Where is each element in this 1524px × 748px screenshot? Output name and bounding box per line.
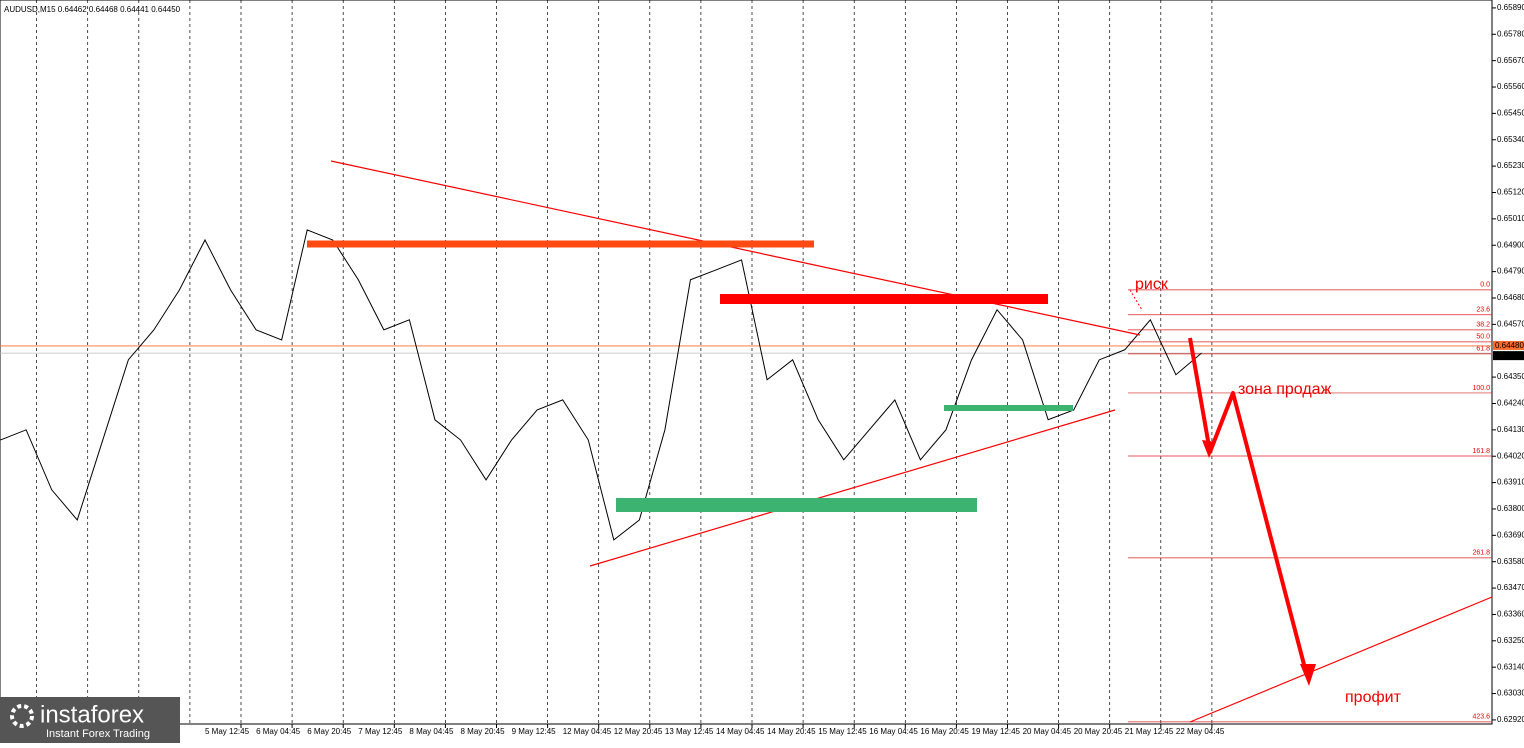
x-tick-label: 6 May 20:45 bbox=[307, 727, 352, 736]
x-tick-label: 7 May 12:45 bbox=[358, 727, 403, 736]
price-tag-label: 0.64480 bbox=[1495, 341, 1524, 350]
y-tick-label: 0.63030 bbox=[1497, 689, 1524, 698]
x-tick-label: 20 May 20:45 bbox=[1074, 727, 1123, 736]
forecast-arrow bbox=[1188, 337, 1309, 677]
fib-label: 161.8 bbox=[1472, 448, 1490, 455]
logo-box bbox=[0, 697, 180, 743]
x-tick-label: 12 May 04:45 bbox=[563, 727, 612, 736]
y-tick-label: 0.65340 bbox=[1497, 135, 1524, 144]
x-tick-label: 5 May 12:45 bbox=[205, 727, 250, 736]
fib-label: 50.0 bbox=[1476, 334, 1490, 341]
y-tick-label: 0.64790 bbox=[1497, 267, 1524, 276]
y-tick-label: 0.63360 bbox=[1497, 610, 1524, 619]
x-tick-label: 19 May 12:45 bbox=[972, 727, 1021, 736]
annotation: профит bbox=[1345, 689, 1402, 706]
x-tick-label: 20 May 04:45 bbox=[1023, 727, 1072, 736]
support-zone bbox=[616, 498, 977, 512]
x-tick-label: 14 May 04:45 bbox=[716, 727, 765, 736]
y-tick-label: 0.65010 bbox=[1497, 214, 1524, 223]
drawings bbox=[307, 160, 1493, 723]
y-tick-label: 0.62920 bbox=[1497, 715, 1524, 724]
fib-label: 38.2 bbox=[1476, 322, 1490, 329]
x-tick-label: 22 May 04:45 bbox=[1176, 727, 1225, 736]
fib-label: 261.8 bbox=[1472, 550, 1490, 557]
fib-label: 23.6 bbox=[1476, 307, 1490, 314]
x-tick-label: 6 May 04:45 bbox=[256, 727, 301, 736]
fib-label: 423.6 bbox=[1472, 714, 1490, 721]
y-tick-label: 0.64570 bbox=[1497, 319, 1524, 328]
x-tick-label: 14 May 20:45 bbox=[767, 727, 816, 736]
y-tick-label: 0.64020 bbox=[1497, 451, 1524, 460]
logo-name: instaforex bbox=[40, 701, 144, 728]
y-tick-label: 0.65560 bbox=[1497, 82, 1524, 91]
logo-tagline: Instant Forex Trading bbox=[46, 728, 150, 740]
y-tick-label: 0.64130 bbox=[1497, 425, 1524, 434]
y-tick-label: 0.63250 bbox=[1497, 636, 1524, 645]
y-tick-label: 0.65230 bbox=[1497, 161, 1524, 170]
price-line bbox=[0, 229, 1202, 541]
x-tick-label: 8 May 04:45 bbox=[409, 727, 454, 736]
annotation: зона продаж bbox=[1238, 381, 1332, 398]
y-tick-label: 0.63800 bbox=[1497, 504, 1524, 513]
y-tick-label: 0.65780 bbox=[1497, 29, 1524, 38]
price-tag-label: 0.64450 bbox=[1495, 351, 1524, 360]
y-tick-label: 0.65890 bbox=[1497, 3, 1524, 12]
x-tick-label: 9 May 12:45 bbox=[512, 727, 557, 736]
x-tick-label: 13 May 12:45 bbox=[665, 727, 714, 736]
trend-line bbox=[1189, 596, 1493, 723]
x-tick-label: 21 May 12:45 bbox=[1125, 727, 1174, 736]
x-tick-label: 15 May 12:45 bbox=[818, 727, 867, 736]
logo-icon bbox=[10, 704, 34, 728]
y-tick-label: 0.64900 bbox=[1497, 240, 1524, 249]
x-tick-label: 16 May 20:45 bbox=[920, 727, 969, 736]
trend-line bbox=[330, 160, 1141, 336]
x-tick-label: 8 May 20:45 bbox=[461, 727, 506, 736]
price-tag bbox=[1493, 351, 1524, 361]
arrow-head bbox=[1300, 664, 1316, 686]
y-tick-label: 0.63140 bbox=[1497, 662, 1524, 671]
y-tick-label: 0.63470 bbox=[1497, 583, 1524, 592]
y-tick-label: 0.65670 bbox=[1497, 56, 1524, 65]
y-tick-label: 0.63690 bbox=[1497, 530, 1524, 539]
fib-label: 0.0 bbox=[1480, 282, 1490, 289]
y-tick-label: 0.65450 bbox=[1497, 109, 1524, 118]
trend-line bbox=[589, 409, 1116, 567]
y-tick-label: 0.64240 bbox=[1497, 399, 1524, 408]
y-tick-label: 0.63580 bbox=[1497, 557, 1524, 566]
x-tick-label: 12 May 20:45 bbox=[614, 727, 663, 736]
x-tick-label: 16 May 04:45 bbox=[869, 727, 918, 736]
y-tick-label: 0.63910 bbox=[1497, 478, 1524, 487]
y-tick-label: 0.65120 bbox=[1497, 188, 1524, 197]
y-tick-label: 0.64350 bbox=[1497, 372, 1524, 381]
arrow-head bbox=[1202, 440, 1216, 458]
fib-label: 100.0 bbox=[1472, 385, 1490, 392]
plot-frame bbox=[0, 0, 1493, 725]
annotation: риск bbox=[1135, 276, 1169, 293]
chart-title: AUDUSD,M15 0.64462 0.64468 0.64441 0.644… bbox=[4, 5, 181, 14]
price-tag bbox=[1493, 340, 1524, 350]
y-tick-label: 0.64680 bbox=[1497, 293, 1524, 302]
fib-label: 61.8 bbox=[1476, 346, 1490, 353]
